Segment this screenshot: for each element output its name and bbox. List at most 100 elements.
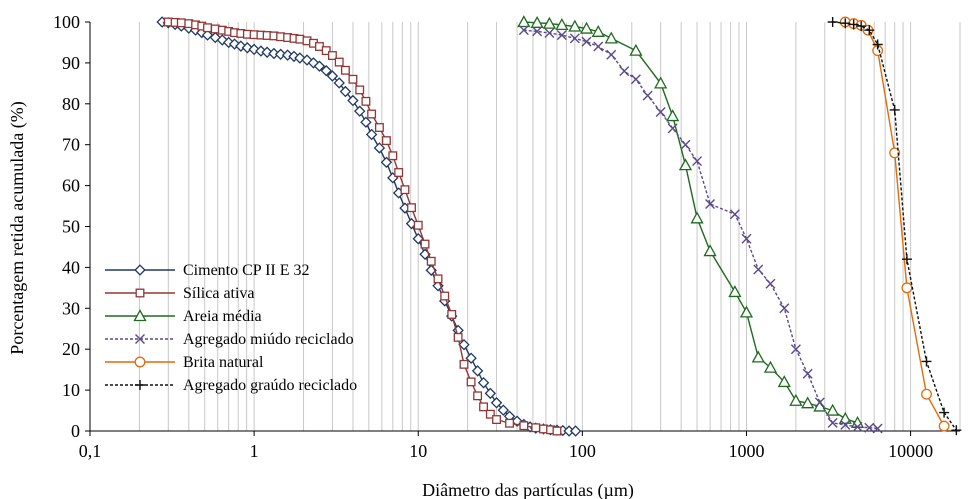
- data-point: [459, 359, 469, 369]
- legend-label: Cimento CP II E 32: [183, 262, 310, 279]
- data-point: [420, 239, 430, 249]
- data-point: [779, 303, 790, 314]
- data-point: [348, 74, 358, 84]
- data-point: [497, 404, 510, 416]
- data-point: [826, 403, 840, 416]
- data-point: [838, 411, 852, 424]
- data-point: [864, 422, 875, 433]
- data-point: [951, 425, 962, 436]
- data-point: [667, 123, 678, 134]
- data-point: [630, 74, 641, 85]
- data-point: [827, 17, 838, 27]
- y-tick-label: 50: [62, 217, 80, 237]
- x-tick-label: 10: [409, 441, 427, 461]
- data-point: [939, 407, 950, 418]
- data-point: [426, 256, 436, 266]
- data-point: [433, 274, 443, 284]
- data-point: [400, 185, 410, 195]
- y-tick-label: 100: [53, 12, 80, 32]
- legend-item: Agregado graúdo reciclado: [105, 377, 357, 394]
- data-point: [447, 309, 457, 319]
- data-point: [814, 397, 825, 408]
- data-point: [505, 418, 514, 428]
- data-point: [274, 48, 287, 61]
- data-point: [629, 43, 643, 56]
- data-point: [388, 151, 398, 161]
- series-layer: [156, 15, 962, 437]
- data-point: [765, 278, 776, 289]
- data-point: [333, 77, 345, 89]
- data-point: [901, 282, 913, 294]
- x-tick-label: 1: [250, 441, 259, 461]
- data-point: [134, 356, 146, 368]
- data-point: [705, 199, 716, 209]
- data-point: [340, 65, 350, 75]
- data-point: [492, 415, 501, 424]
- data-point: [518, 25, 529, 36]
- data-point: [490, 397, 503, 409]
- data-point: [440, 291, 450, 301]
- data-point: [655, 106, 666, 117]
- data-point: [840, 18, 851, 29]
- data-point: [531, 423, 541, 433]
- data-point: [339, 85, 352, 98]
- data-point: [777, 375, 791, 388]
- data-point: [248, 43, 260, 56]
- x-axis-label: Diâmetro das partículas (µm): [422, 480, 634, 499]
- series-line: [523, 29, 878, 430]
- data-point: [581, 36, 592, 47]
- y-tick-label: 40: [62, 257, 80, 277]
- data-point: [268, 47, 280, 60]
- y-tick-label: 30: [62, 298, 80, 318]
- data-point: [606, 49, 617, 60]
- data-point: [619, 66, 630, 77]
- data-point: [473, 391, 483, 401]
- y-tick-label: 20: [62, 339, 80, 359]
- data-point: [320, 64, 332, 77]
- data-point: [380, 156, 393, 169]
- data-point: [365, 128, 378, 141]
- data-point: [354, 105, 366, 117]
- data-point: [334, 57, 344, 67]
- x-tick-label: 1000: [728, 441, 764, 461]
- data-point: [542, 16, 557, 29]
- y-tick-label: 70: [62, 135, 80, 155]
- data-point: [569, 33, 580, 44]
- series-line: [523, 21, 858, 424]
- data-point: [413, 220, 423, 230]
- data-point: [407, 203, 416, 213]
- y-tick-label: 60: [62, 176, 80, 196]
- data-point: [739, 305, 754, 318]
- data-point: [374, 123, 384, 132]
- legend-item: Sílica ativa: [105, 285, 255, 302]
- data-point: [203, 23, 212, 33]
- data-point: [530, 15, 544, 28]
- data-point: [642, 90, 653, 101]
- data-point: [579, 21, 594, 34]
- data-point: [394, 168, 404, 177]
- data-point: [889, 147, 901, 159]
- legend-label: Agregado miúdo reciclado: [183, 331, 354, 348]
- data-point: [471, 365, 484, 377]
- data-point: [209, 31, 222, 44]
- grid-lines: [89, 22, 961, 431]
- data-point: [728, 285, 742, 298]
- data-point: [753, 264, 764, 275]
- data-point: [517, 15, 531, 28]
- x-tick-label: 100: [569, 441, 596, 461]
- data-point: [751, 350, 765, 363]
- data-point: [889, 104, 900, 115]
- data-point: [852, 421, 863, 432]
- data-point: [321, 46, 331, 56]
- data-point: [361, 96, 371, 106]
- data-point: [666, 109, 680, 122]
- data-point: [556, 30, 567, 41]
- data-point: [466, 377, 476, 387]
- legend-item: Areia média: [105, 308, 262, 325]
- y-tick-label: 0: [71, 421, 80, 441]
- data-point: [532, 26, 543, 37]
- data-point: [519, 421, 529, 431]
- data-point: [901, 254, 912, 265]
- data-point: [465, 352, 477, 364]
- data-point: [135, 288, 145, 298]
